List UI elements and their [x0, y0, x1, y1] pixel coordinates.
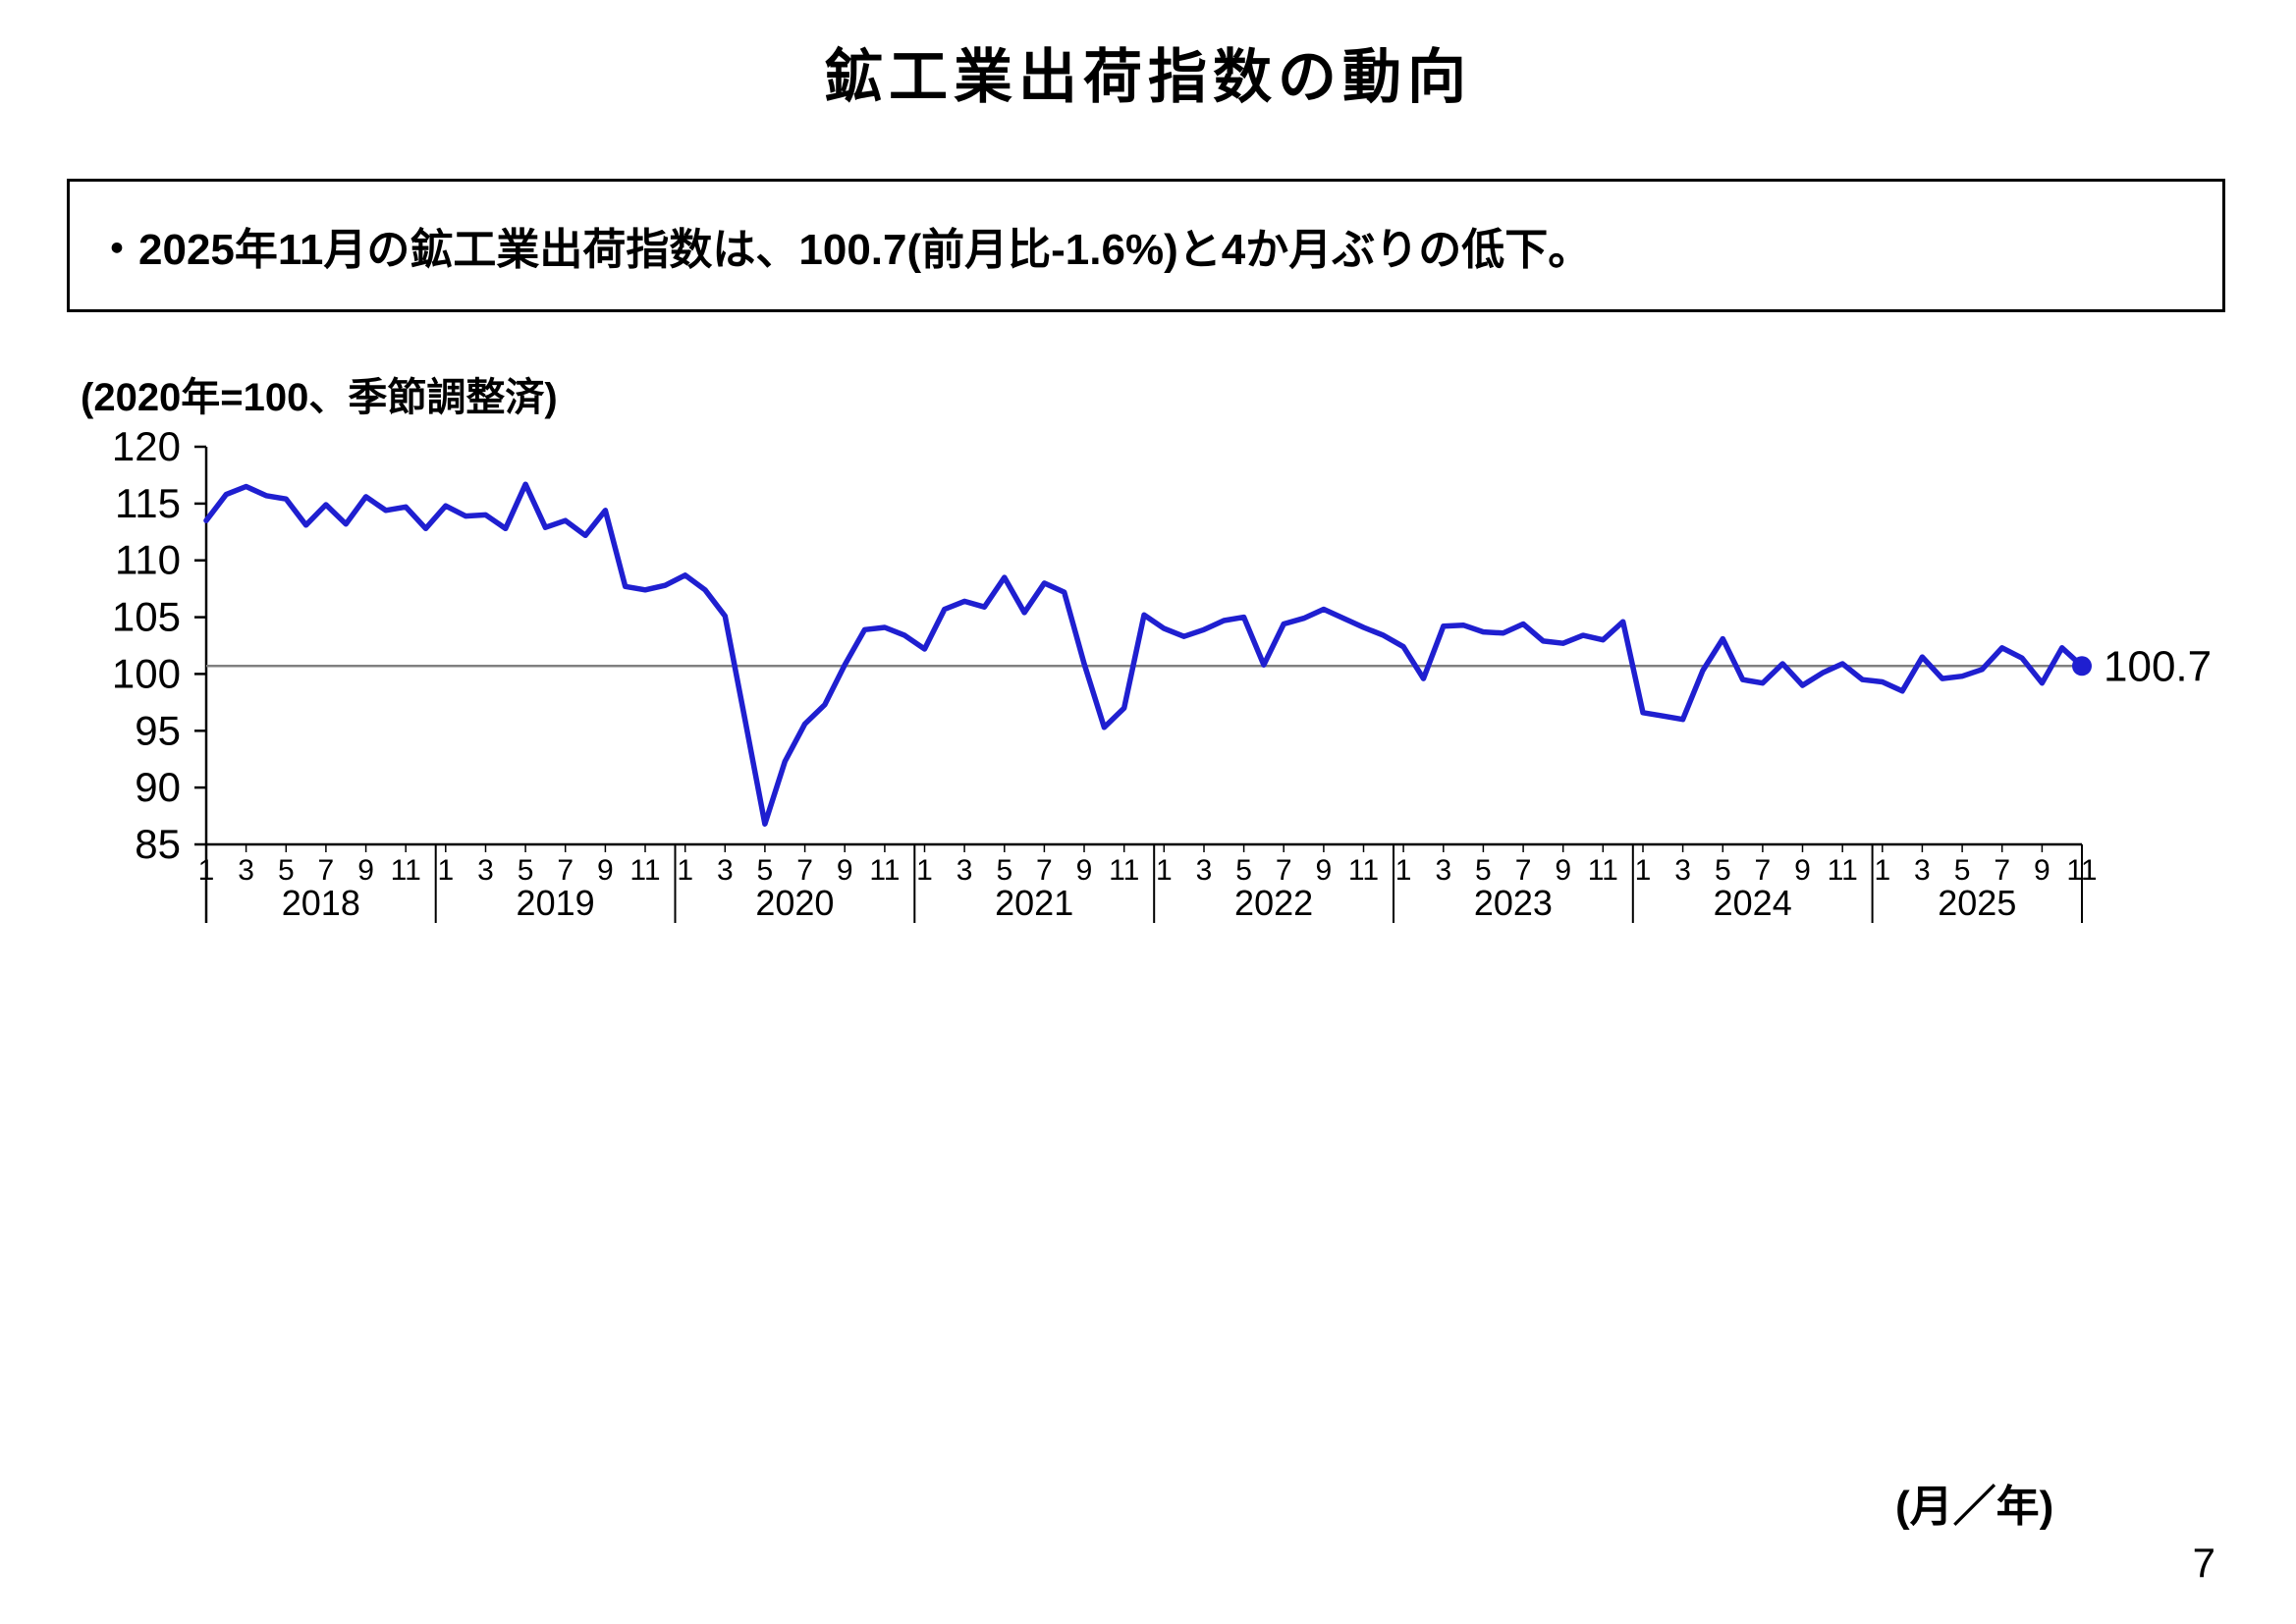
year-label: 2020 [755, 883, 834, 923]
month-tick-label: 7 [1276, 854, 1292, 887]
summary-text: ・2025年11月の鉱工業出荷指数は、100.7(前月比-1.6%)と4か月ぶり… [95, 226, 1592, 274]
y-tick-label: 90 [135, 764, 181, 810]
month-tick-label: 9 [1794, 854, 1811, 887]
x-axis-unit-label: (月／年) [1895, 1483, 2054, 1531]
month-tick-label: 7 [1515, 854, 1532, 887]
y-tick-label: 95 [135, 707, 181, 753]
summary-box: ・2025年11月の鉱工業出荷指数は、100.7(前月比-1.6%)と4か月ぶり… [67, 179, 2225, 312]
month-tick-label: 11 [869, 854, 900, 887]
y-axis-note: (2020年=100、季節調整済) [81, 376, 558, 419]
month-tick-label: 3 [1435, 854, 1451, 887]
year-separators [434, 844, 2083, 923]
month-tick-label: 3 [717, 854, 734, 887]
year-label: 2023 [1474, 883, 1553, 923]
year-label: 2024 [1714, 883, 1792, 923]
y-tick-label: 110 [115, 537, 181, 583]
y-tick-label: 120 [112, 423, 181, 469]
month-tick-label: 1 [677, 854, 693, 887]
month-tick-label: 9 [597, 854, 614, 887]
month-tick-label: 5 [278, 854, 295, 887]
y-tick-label: 85 [135, 821, 181, 867]
month-tick-label: 5 [1954, 854, 1971, 887]
y-tick-label: 115 [115, 480, 181, 526]
latest-point [2072, 656, 2092, 677]
month-tick-label: 5 [996, 854, 1012, 887]
month-tick-label: 3 [1196, 854, 1213, 887]
year-labels: 2018 2019 2020 2021 2022 2023 2024 2025 [282, 883, 2017, 923]
month-tick-label: 7 [557, 854, 574, 887]
month-tick-label: 3 [477, 854, 494, 887]
month-tick-label: 9 [1555, 854, 1571, 887]
month-tick-label: 9 [357, 854, 374, 887]
month-tick-label: 3 [957, 854, 973, 887]
page-number: 7 [2192, 1540, 2215, 1586]
month-tick-label: 5 [1475, 854, 1492, 887]
month-tick-label: 1 [437, 854, 454, 887]
month-tick-label: 1 [916, 854, 933, 887]
y-tick-label: 100 [112, 650, 181, 696]
year-label: 2025 [1938, 883, 2016, 923]
month-tick-label: 11 [2066, 854, 2097, 887]
month-tick-label: 11 [1588, 854, 1618, 887]
year-label: 2018 [282, 883, 360, 923]
month-tick-label: 1 [1635, 854, 1652, 887]
month-tick-label: 7 [318, 854, 335, 887]
month-tick-label: 9 [1316, 854, 1333, 887]
month-tick-label: 7 [1036, 854, 1053, 887]
year-label: 2022 [1234, 883, 1313, 923]
month-tick-label: 3 [1914, 854, 1931, 887]
index-line [203, 481, 2085, 827]
month-tick-label: 1 [1874, 854, 1890, 887]
month-tick-label: 9 [2034, 854, 2050, 887]
month-tick-label: 1 [1395, 854, 1412, 887]
month-tick-label: 5 [518, 854, 534, 887]
month-tick-label: 7 [1994, 854, 2010, 887]
year-label: 2021 [995, 883, 1073, 923]
month-tick-label: 5 [1235, 854, 1252, 887]
month-tick-label: 1 [1156, 854, 1173, 887]
month-tick-label: 11 [1348, 854, 1379, 887]
month-tick-label: 5 [757, 854, 774, 887]
month-tick-label: 1 [198, 854, 215, 887]
month-tick-label: 11 [1828, 854, 1858, 887]
month-tick-label: 5 [1715, 854, 1731, 887]
y-tick-label: 105 [112, 594, 181, 640]
month-tick-labels: 1 3 5 7 9 11 1 3 5 7 9 11 1 3 5 7 9 11 1 3 5 7 9 11 1 3 5 7 9 11 1 3 5 7 9… [198, 844, 2098, 887]
latest-value-label: 100.7 [2104, 642, 2212, 690]
month-tick-label: 7 [796, 854, 813, 887]
year-label: 2019 [517, 883, 595, 923]
page-title: 鉱工業出荷指数の動向 [824, 44, 1472, 110]
y-axis-ticks: 85 90 95 100 105 110 115 120 [112, 423, 206, 867]
month-tick-label: 3 [1674, 854, 1691, 887]
month-tick-label: 11 [391, 854, 421, 887]
month-tick-label: 9 [837, 854, 853, 887]
month-tick-label: 7 [1755, 854, 1772, 887]
month-tick-label: 3 [238, 854, 254, 887]
month-tick-label: 11 [629, 854, 660, 887]
month-tick-label: 11 [1109, 854, 1139, 887]
month-tick-label: 9 [1076, 854, 1093, 887]
